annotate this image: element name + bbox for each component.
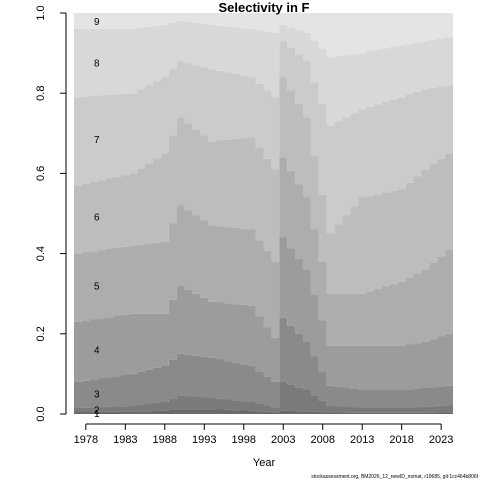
- age-label-1: 1: [94, 409, 100, 420]
- chart-title: Selectivity in F: [218, 0, 309, 15]
- y-tick-label-0.6: 0.6: [35, 166, 47, 181]
- y-tick-label-1.0: 1.0: [35, 5, 47, 20]
- x-tick-label-1988: 1988: [153, 434, 177, 446]
- age-label-7: 7: [94, 135, 100, 146]
- age-label-8: 8: [94, 59, 100, 70]
- age-label-9: 9: [94, 17, 100, 28]
- x-tick-label-2003: 2003: [271, 434, 295, 446]
- series-area-age-8: [74, 21, 453, 126]
- x-tick-label-1993: 1993: [192, 434, 216, 446]
- series-area-age-3: [74, 317, 453, 408]
- y-tick-label-0.2: 0.2: [35, 326, 47, 341]
- age-label-2: 2: [94, 406, 100, 417]
- series-area-age-5: [74, 157, 453, 346]
- age-label-3: 3: [94, 390, 100, 401]
- x-tick-label-1983: 1983: [113, 434, 137, 446]
- x-tick-label-2013: 2013: [350, 434, 374, 446]
- y-tick-label-0.8: 0.8: [35, 86, 47, 101]
- age-label-4: 4: [94, 346, 100, 357]
- series-area-age-4: [74, 237, 453, 390]
- series-area-age-2: [74, 381, 453, 413]
- age-label-6: 6: [94, 213, 100, 224]
- x-tick-label-1998: 1998: [232, 434, 256, 446]
- x-tick-label-2008: 2008: [310, 434, 334, 446]
- series-area-age-7: [74, 41, 453, 234]
- age-label-5: 5: [94, 281, 100, 292]
- stacked-area-layer: [74, 13, 453, 414]
- x-tick-label-2018: 2018: [389, 434, 413, 446]
- footer-text: stockassessment.org, BM2026_12_newID_nom…: [311, 474, 478, 480]
- series-area-age-1: [74, 409, 453, 414]
- x-tick-label-2023: 2023: [429, 434, 453, 446]
- x-axis-label: Year: [253, 457, 276, 469]
- x-tick-label-1978: 1978: [74, 434, 98, 446]
- y-tick-label-0.4: 0.4: [35, 246, 47, 261]
- age-label-layer: 12 3 4 5 6 7 8 9: [94, 17, 100, 420]
- y-tick-label-0.0: 0.0: [35, 406, 47, 421]
